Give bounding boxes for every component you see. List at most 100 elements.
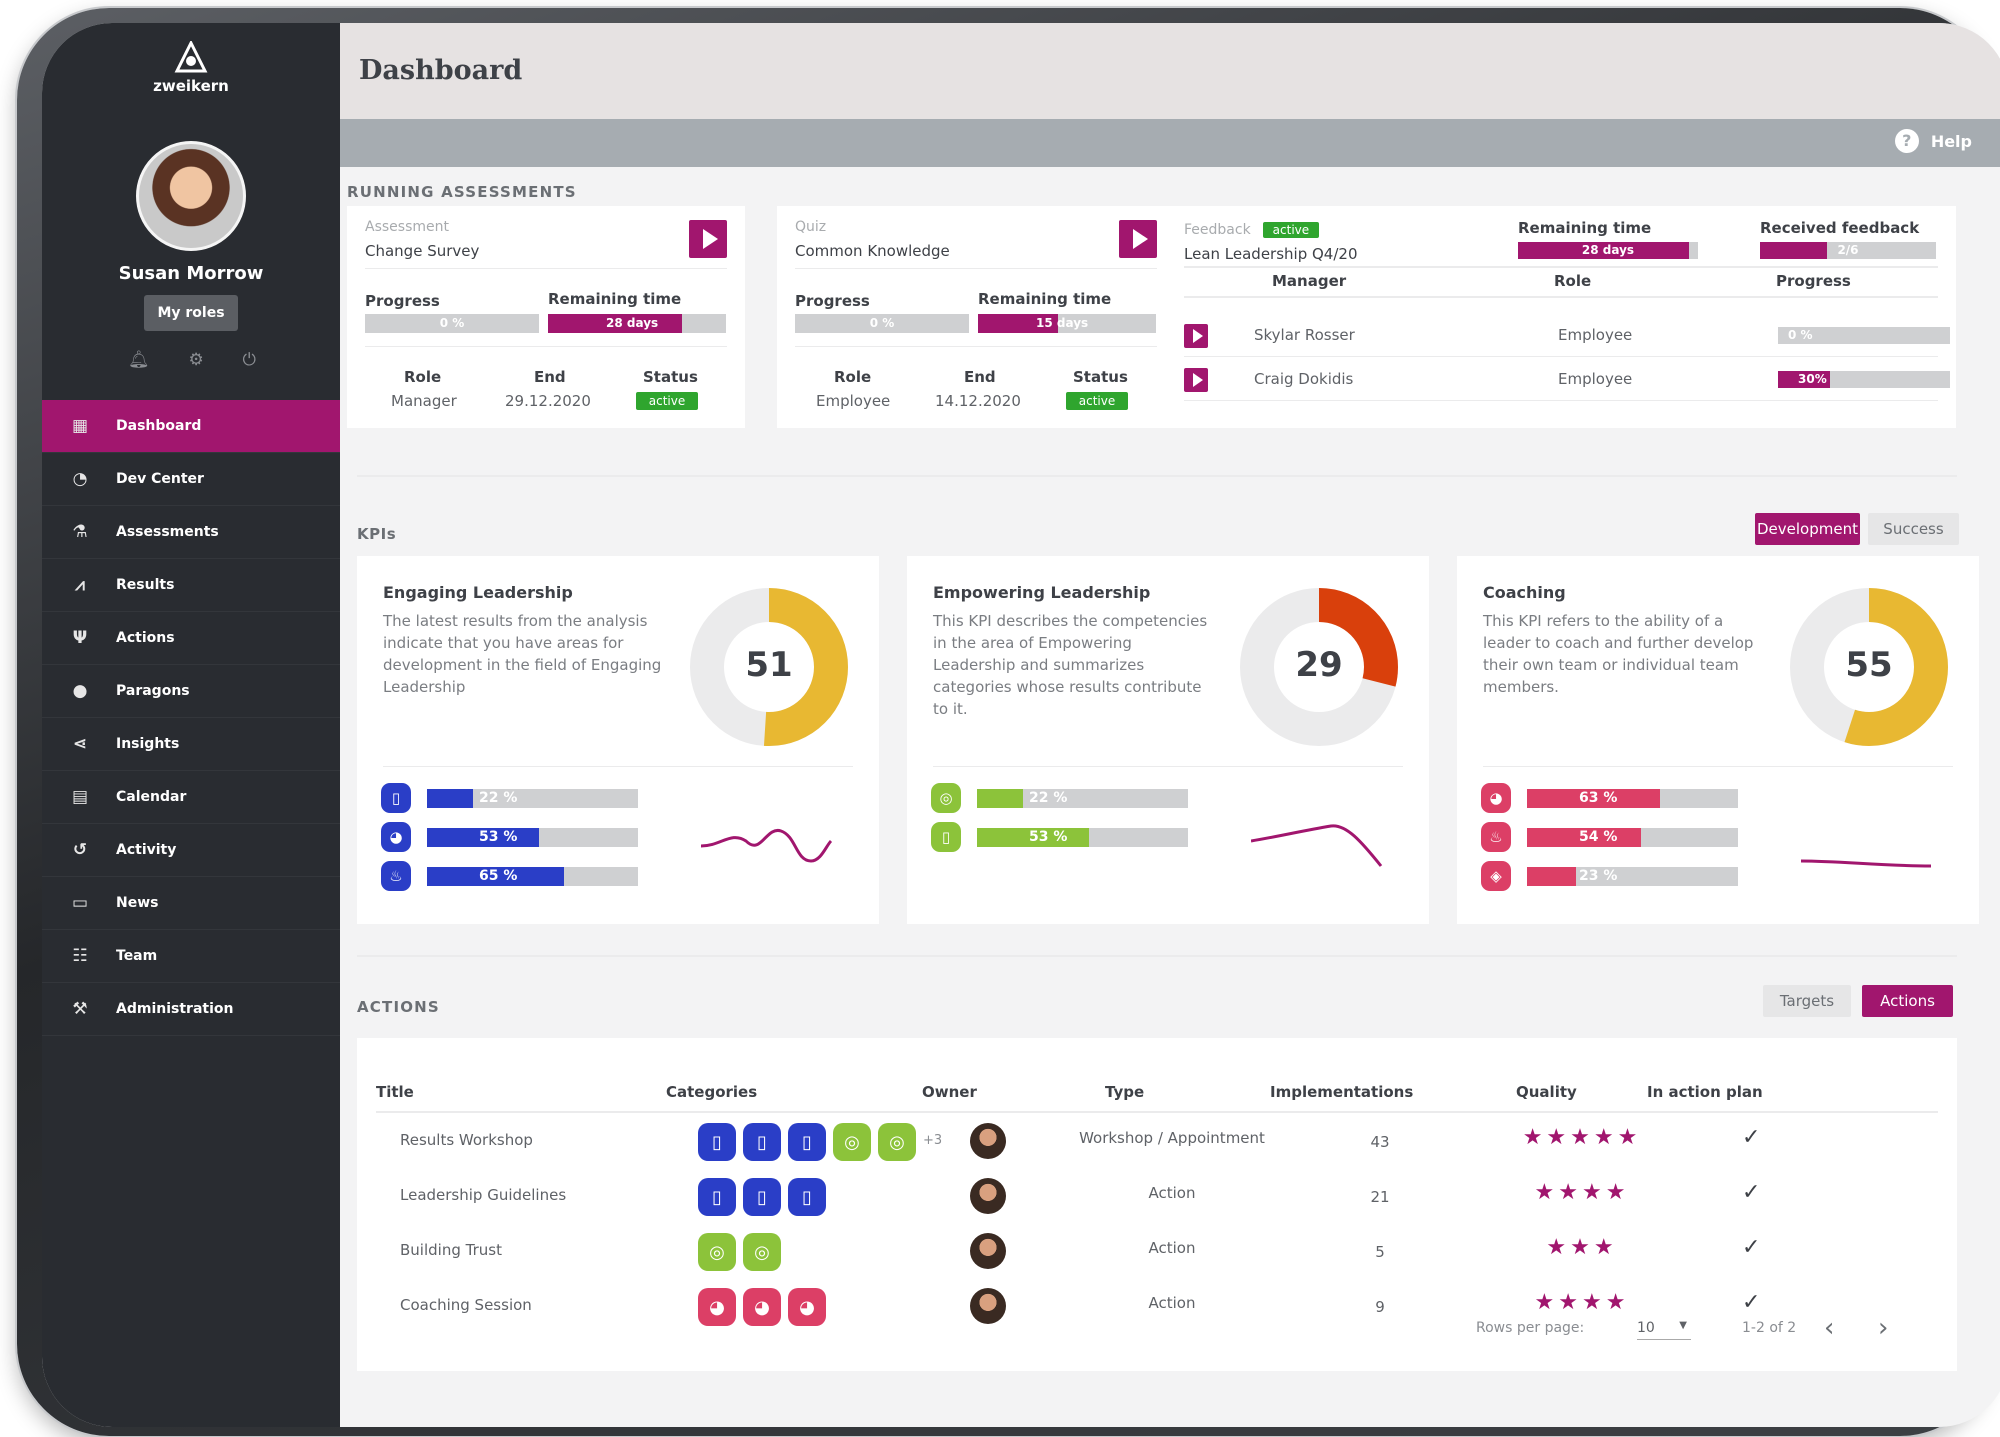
progress-label: Progress xyxy=(365,292,440,310)
kpi-donut xyxy=(690,588,848,746)
action-title[interactable]: Leadership Guidelines xyxy=(400,1186,567,1204)
remaining-label: Remaining time xyxy=(978,290,1112,308)
check-icon[interactable]: ✓ xyxy=(1742,1235,1761,1260)
sidebar-item-label: Calendar xyxy=(116,789,187,805)
sidebar-item-label: Dev Center xyxy=(116,471,204,487)
power-icon[interactable]: ⏻ xyxy=(242,350,256,370)
door-icon: ▯ xyxy=(381,783,411,813)
kpi-category-value: 23 % xyxy=(1579,868,1618,884)
th-type[interactable]: Type xyxy=(1105,1083,1145,1101)
th-implementations[interactable]: Implementations xyxy=(1270,1083,1414,1101)
owner-avatar[interactable] xyxy=(970,1178,1006,1214)
status-badge: active xyxy=(636,392,698,410)
kpi-card-2[interactable]: Coaching This KPI refers to the ability … xyxy=(1457,556,1979,924)
action-type: Action xyxy=(1148,1294,1196,1312)
card-type: Assessment xyxy=(365,219,449,235)
feedback-row-play-button[interactable] xyxy=(1184,368,1208,392)
action-title[interactable]: Coaching Session xyxy=(400,1296,532,1314)
sidebar-item-news[interactable]: ▭ News xyxy=(42,877,340,930)
development-toggle[interactable]: Development xyxy=(1755,513,1860,545)
tag-icon: ◈ xyxy=(1481,861,1511,891)
divider xyxy=(795,346,1157,347)
running-card-1[interactable]: Quiz Common Knowledge Progress 0 % Remai… xyxy=(777,206,1175,428)
history-icon: ↺ xyxy=(72,840,88,860)
kpi-title: Engaging Leadership xyxy=(383,583,573,602)
feedback-row-progress-text: 0 % xyxy=(1788,328,1813,342)
sidebar-item-label: Insights xyxy=(116,736,180,752)
action-type: Workshop / Appointment xyxy=(1079,1129,1265,1147)
th-title[interactable]: Title xyxy=(376,1083,414,1101)
divider xyxy=(795,268,1157,269)
dev-center-icon: ◔ xyxy=(72,469,88,489)
sidebar-item-administration[interactable]: ⚒ Administration xyxy=(42,983,340,1036)
kpi-category-bar: 22 % xyxy=(427,789,638,808)
kpi-category-bar: 63 % xyxy=(1527,789,1738,808)
kpi-description: The latest results from the analysis ind… xyxy=(383,612,662,696)
sidebar-item-activity[interactable]: ↺ Activity xyxy=(42,824,340,877)
sidebar-item-insights[interactable]: ⋖ Insights xyxy=(42,718,340,771)
role-label: Role xyxy=(834,368,872,386)
status-badge: active xyxy=(1066,392,1128,410)
sidebar-item-actions[interactable]: Ψ Actions xyxy=(42,612,340,665)
sidebar-item-dev-center[interactable]: ◔ Dev Center xyxy=(42,453,340,506)
action-title[interactable]: Building Trust xyxy=(400,1241,502,1259)
category-icon-blue: ▯ xyxy=(788,1123,826,1161)
rows-per-page-select[interactable]: 10 ▼ xyxy=(1637,1320,1691,1340)
feedback-row-progress-bar: 30% xyxy=(1778,371,1950,388)
user-avatar[interactable] xyxy=(136,141,246,251)
prev-page-icon[interactable]: ‹ xyxy=(1824,1313,1835,1343)
th-categories[interactable]: Categories xyxy=(666,1083,758,1101)
kpi-card-0[interactable]: Engaging Leadership The latest results f… xyxy=(357,556,879,924)
next-page-icon[interactable]: › xyxy=(1878,1313,1889,1343)
action-implementations: 43 xyxy=(1370,1133,1390,1151)
check-icon[interactable]: ✓ xyxy=(1742,1180,1761,1205)
action-title[interactable]: Results Workshop xyxy=(400,1131,533,1149)
owner-avatar[interactable] xyxy=(970,1233,1006,1269)
success-toggle[interactable]: Success xyxy=(1868,513,1959,545)
feedback-received-label: Received feedback xyxy=(1760,219,1920,237)
sidebar-item-calendar[interactable]: ▤ Calendar xyxy=(42,771,340,824)
th-in-action-plan[interactable]: In action plan xyxy=(1647,1083,1763,1101)
play-button[interactable] xyxy=(1119,220,1157,258)
kpi-category-value: 22 % xyxy=(1029,790,1068,806)
role-value: Employee xyxy=(816,392,891,410)
feedback-card[interactable]: Feedback active Lean Leadership Q4/20 Re… xyxy=(1166,206,1956,428)
kpi-category-value: 22 % xyxy=(479,790,518,806)
kpi-trend-sparkline xyxy=(1801,859,1932,868)
check-icon[interactable]: ✓ xyxy=(1742,1290,1761,1315)
check-icon[interactable]: ✓ xyxy=(1742,1125,1761,1150)
actions-toggle[interactable]: Actions xyxy=(1862,985,1953,1017)
bell-icon[interactable]: 🔔︎ xyxy=(128,350,150,370)
status-label: Status xyxy=(1073,368,1128,386)
brand-logo[interactable]: zweikern xyxy=(42,41,340,95)
play-button[interactable] xyxy=(689,220,727,258)
category-icon-blue: ▯ xyxy=(698,1178,736,1216)
feedback-received-text: 2/6 xyxy=(1837,243,1859,257)
col-progress: Progress xyxy=(1776,272,1851,290)
more-categories[interactable]: +3 xyxy=(923,1133,943,1148)
kpi-card-1[interactable]: Empowering Leadership This KPI describes… xyxy=(907,556,1429,924)
progress-text: 0 % xyxy=(869,316,895,330)
sidebar-item-paragons[interactable]: ● Paragons xyxy=(42,665,340,718)
targets-toggle[interactable]: Targets xyxy=(1763,985,1851,1017)
feedback-row-progress-bar: 0 % xyxy=(1778,327,1950,344)
feedback-row-play-button[interactable] xyxy=(1184,324,1208,348)
sidebar-item-assessments[interactable]: ⚗ Assessments xyxy=(42,506,340,559)
action-type: Action xyxy=(1148,1184,1196,1202)
gear-icon[interactable]: ⚙ xyxy=(188,350,204,370)
sidebar-item-results[interactable]: ⩘ Results xyxy=(42,559,340,612)
owner-avatar[interactable] xyxy=(970,1123,1006,1159)
divider xyxy=(1184,296,1938,298)
divider xyxy=(1184,356,1938,357)
user-name: Susan Morrow xyxy=(118,263,264,284)
th-quality[interactable]: Quality xyxy=(1516,1083,1577,1101)
help-button[interactable]: ? Help xyxy=(1894,129,1972,153)
my-roles-button[interactable]: My roles xyxy=(144,295,238,331)
th-owner[interactable]: Owner xyxy=(922,1083,977,1101)
sidebar-item-dashboard[interactable]: ▦ Dashboard xyxy=(42,400,340,453)
owner-avatar[interactable] xyxy=(970,1288,1006,1324)
sidebar-item-team[interactable]: ☷ Team xyxy=(42,930,340,983)
sidebar-item-label: Actions xyxy=(116,630,175,646)
page-header: Dashboard xyxy=(340,23,2000,119)
running-card-0[interactable]: Assessment Change Survey Progress 0 % Re… xyxy=(347,206,745,428)
